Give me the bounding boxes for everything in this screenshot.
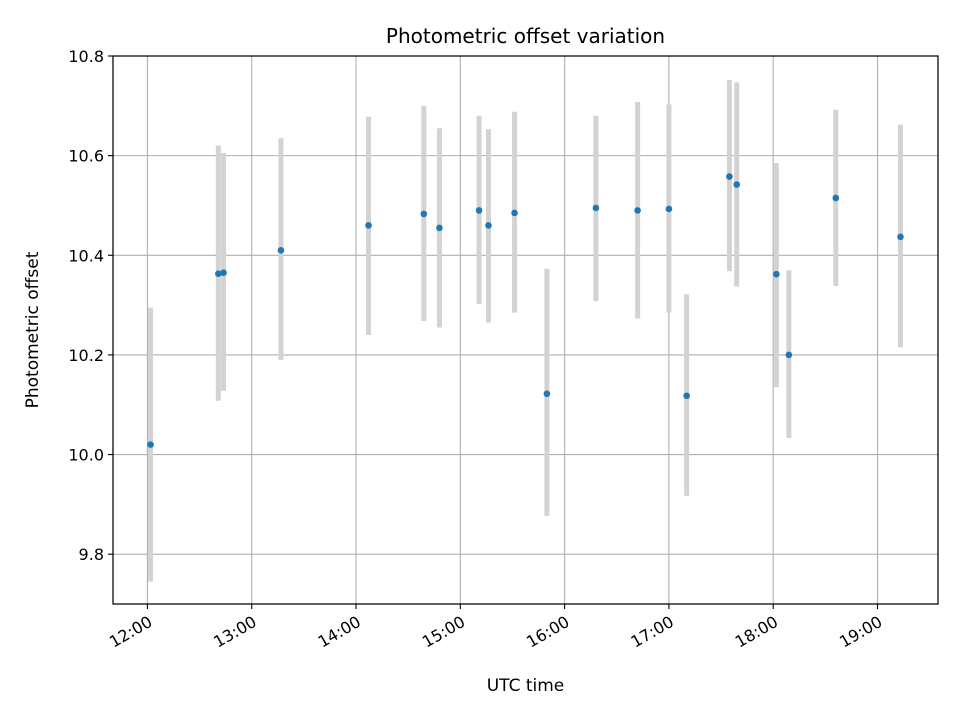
data-point [277,246,285,254]
data-point [634,207,641,214]
chart-title: Photometric offset variation [386,24,665,48]
data-point [220,269,227,277]
data-point [665,205,673,213]
data-point [733,181,741,188]
data-point [147,441,154,448]
x-axis-title: UTC time [487,676,565,696]
data-point [436,224,443,232]
data-point [485,222,492,229]
y-tick-label: 10.2 [68,346,104,365]
data-point [365,222,372,229]
data-point [543,390,551,398]
data-point [592,204,600,212]
y-tick-label: 9.8 [79,545,104,564]
data-points [147,173,904,448]
data-point [683,392,690,400]
y-tick-label: 10.4 [68,246,104,265]
data-point [726,173,733,180]
y-tick-label: 10.8 [68,47,104,66]
data-point [773,270,780,278]
y-axis-title: Photometric offset [23,251,43,408]
data-point [832,194,840,202]
data-point [897,233,904,241]
data-point [785,351,793,359]
plot-frame [112,55,939,605]
data-point [420,210,428,218]
data-point [475,207,483,214]
y-axis-ticks: 9.8 10.0 10.2 10.4 10.6 10.8 [68,47,113,564]
data-point [511,209,518,217]
y-tick-label: 10.0 [68,446,104,465]
y-tick-label: 10.6 [68,147,104,166]
data-point [215,270,222,278]
